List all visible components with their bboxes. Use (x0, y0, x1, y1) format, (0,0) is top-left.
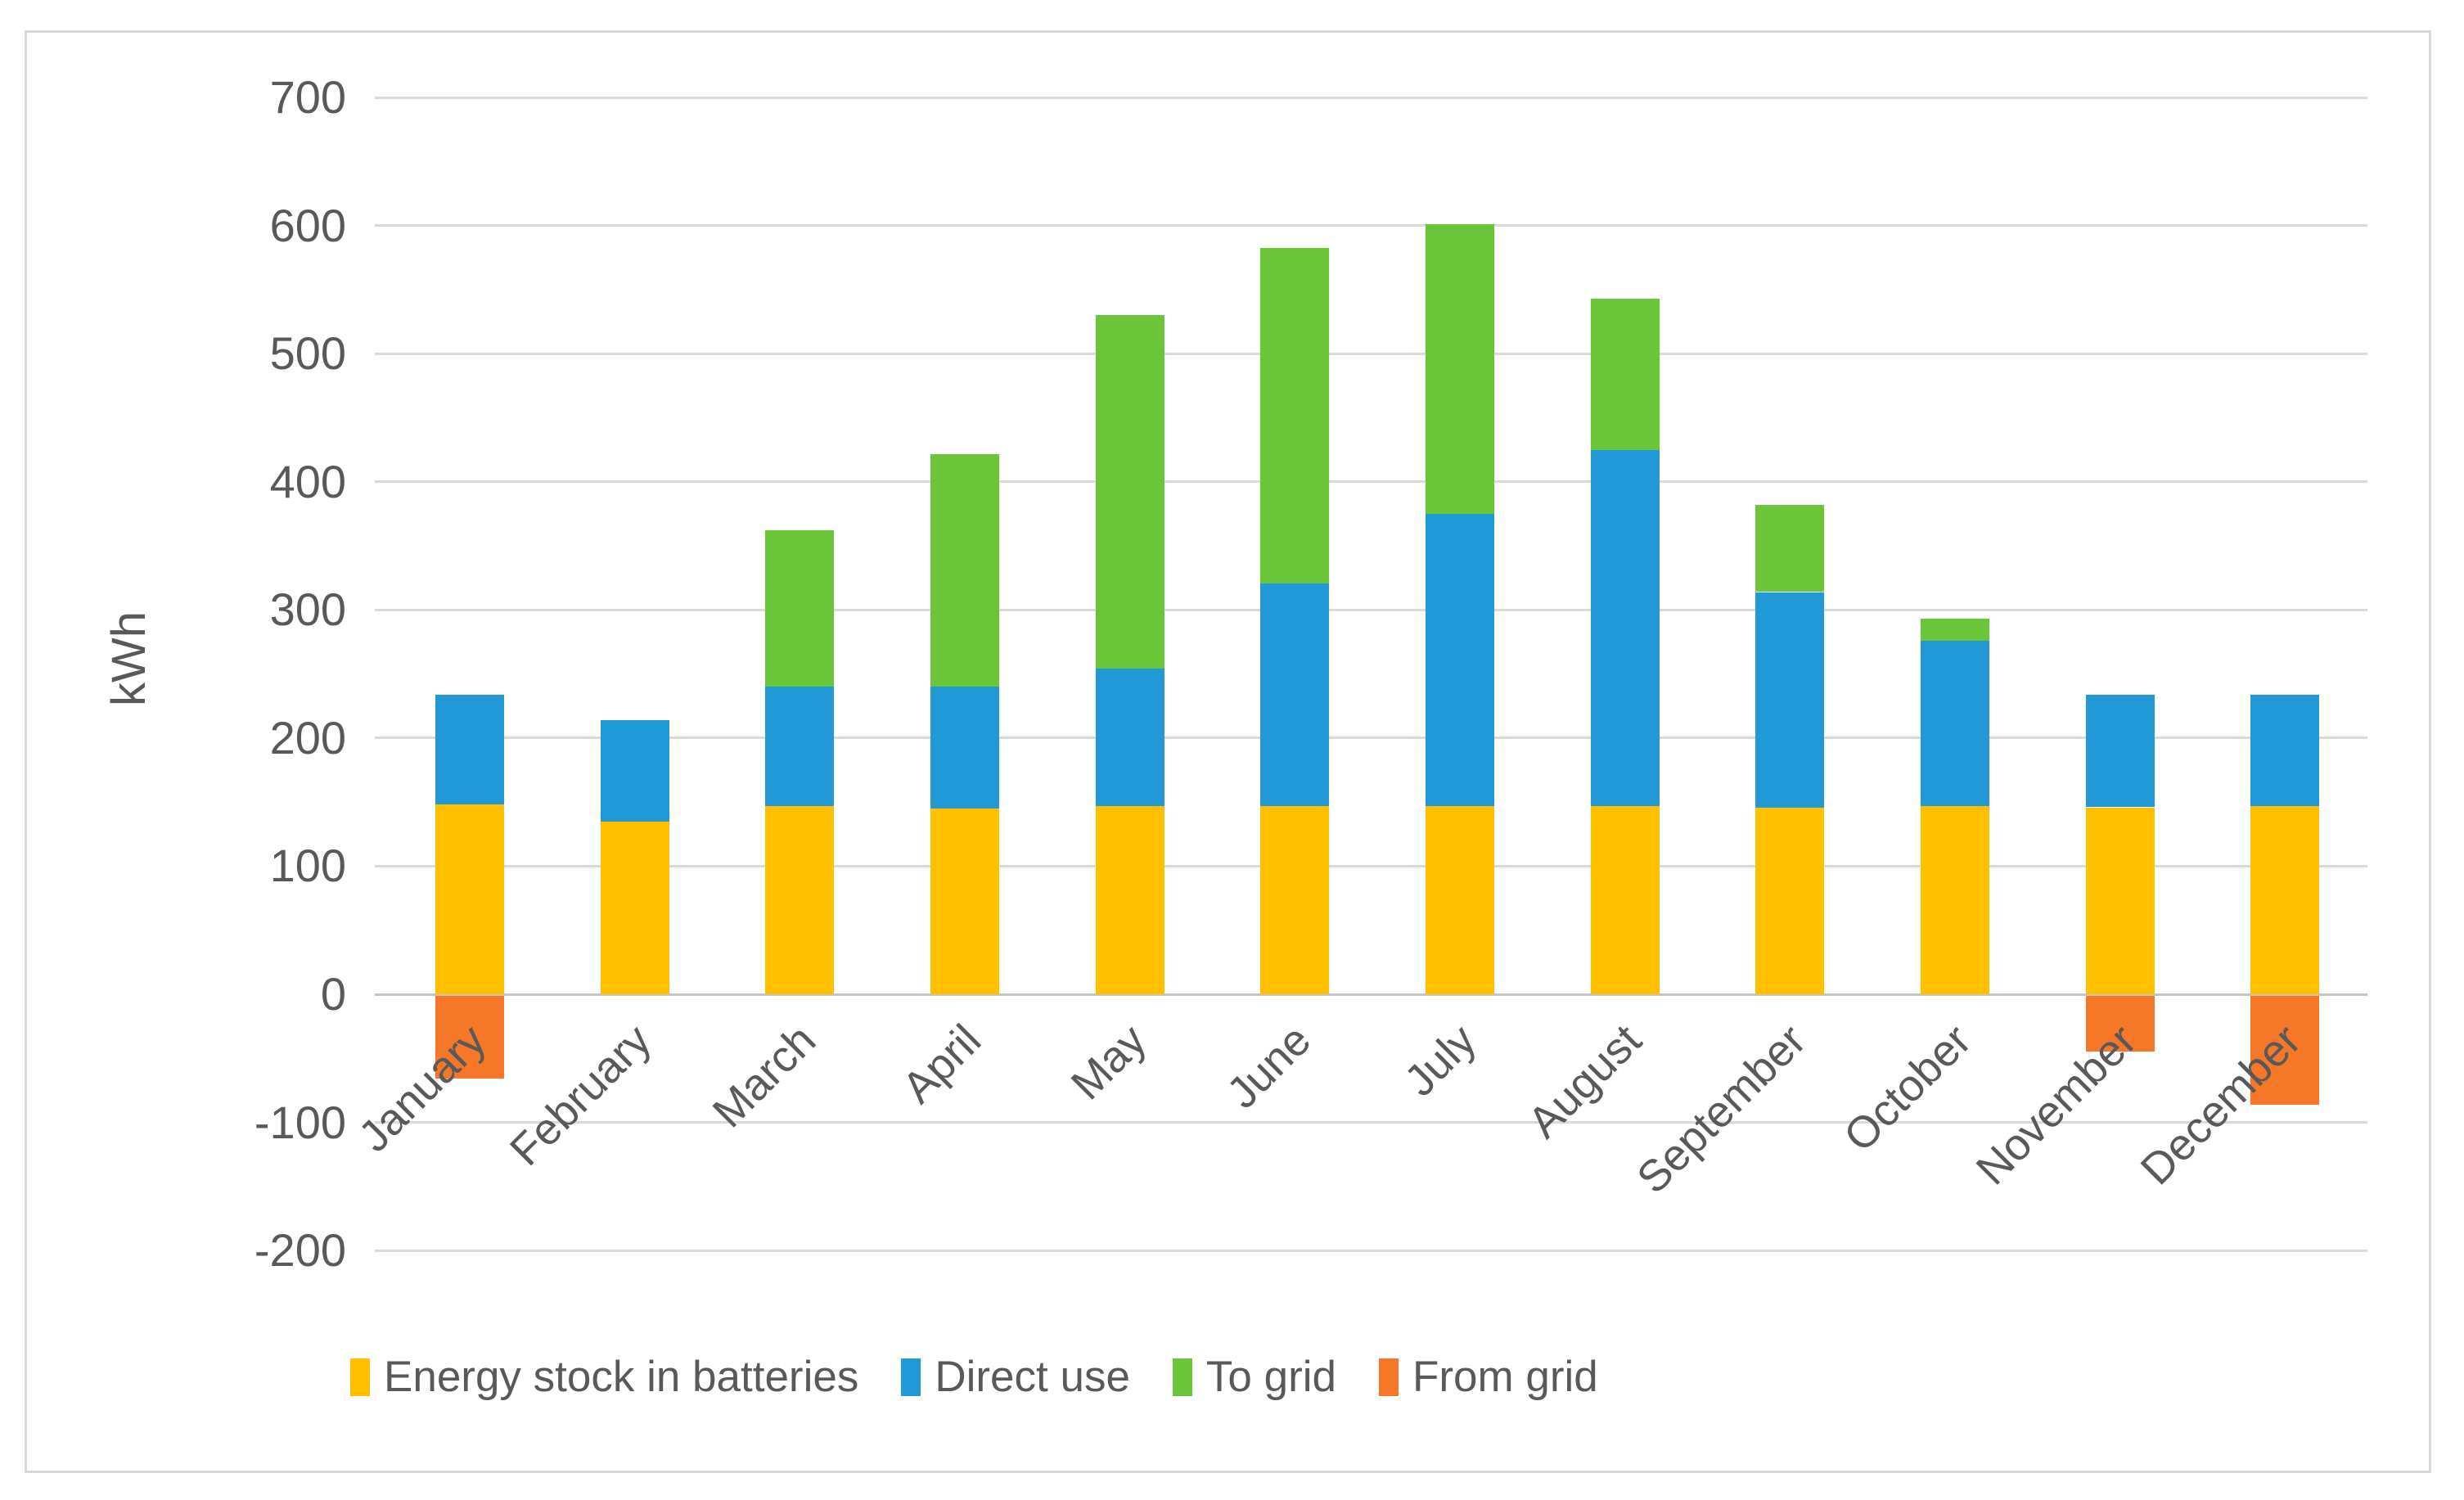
y-tick-label-400: 400 (269, 455, 346, 507)
bar-july-to-grid[interactable] (1426, 224, 1494, 514)
bar-july-direct-use[interactable] (1426, 514, 1494, 806)
y-tick-label-600: 600 (269, 199, 346, 251)
y-tick-label-300: 300 (269, 583, 346, 636)
y-tick-label--100: -100 (254, 1096, 346, 1148)
bar-october-direct-use[interactable] (1921, 641, 1989, 806)
bar-july-energy-stock-in-batteries[interactable] (1426, 805, 1494, 994)
bar-december-direct-use[interactable] (2250, 694, 2319, 806)
gridline-500 (375, 352, 2367, 355)
y-tick-label-100: 100 (269, 840, 346, 892)
bar-october-energy-stock-in-batteries[interactable] (1921, 805, 1989, 994)
bar-march-energy-stock-in-batteries[interactable] (765, 805, 834, 994)
bar-may-energy-stock-in-batteries[interactable] (1096, 805, 1164, 994)
gridline--200 (375, 1249, 2367, 1252)
chart-frame (25, 30, 2431, 1473)
y-tick-label-200: 200 (269, 711, 346, 764)
bar-april-energy-stock-in-batteries[interactable] (930, 809, 999, 994)
legend-item-from-grid[interactable]: From grid (1379, 1352, 1598, 1402)
gridline-600 (375, 224, 2367, 227)
y-tick-label-0: 0 (320, 968, 346, 1020)
y-tick-label-500: 500 (269, 327, 346, 380)
bar-august-direct-use[interactable] (1591, 449, 1660, 806)
bar-september-to-grid[interactable] (1755, 505, 1824, 592)
bar-march-direct-use[interactable] (765, 687, 834, 806)
bar-january-from-grid[interactable] (435, 995, 504, 1079)
legend-marker-direct-use (901, 1358, 921, 1396)
bar-march-to-grid[interactable] (765, 530, 834, 687)
bar-june-energy-stock-in-batteries[interactable] (1260, 805, 1329, 994)
y-tick-label-700: 700 (269, 71, 346, 124)
legend-label-energy-stock-in-batteries: Energy stock in batteries (384, 1353, 859, 1401)
bar-november-from-grid[interactable] (2086, 995, 2155, 1052)
legend-item-energy-stock-in-batteries[interactable]: Energy stock in batteries (350, 1352, 858, 1402)
bar-june-direct-use[interactable] (1260, 583, 1329, 806)
bar-september-direct-use[interactable] (1755, 592, 1824, 808)
bar-april-direct-use[interactable] (930, 687, 999, 809)
bar-november-energy-stock-in-batteries[interactable] (2086, 807, 2155, 994)
bar-september-energy-stock-in-batteries[interactable] (1755, 807, 1824, 994)
bar-december-energy-stock-in-batteries[interactable] (2250, 805, 2319, 994)
y-tick-label--200: -200 (254, 1224, 346, 1277)
bar-august-to-grid[interactable] (1591, 299, 1660, 450)
bar-january-direct-use[interactable] (435, 694, 504, 805)
legend-label-to-grid: To grid (1205, 1353, 1336, 1401)
gridline-300 (375, 608, 2367, 611)
bar-may-direct-use[interactable] (1096, 669, 1164, 806)
gridline--100 (375, 1121, 2367, 1124)
gridline-200 (375, 736, 2367, 740)
bar-february-energy-stock-in-batteries[interactable] (601, 821, 669, 994)
legend: Energy stock in batteries Direct use To gr… (350, 1352, 1598, 1402)
legend-marker-to-grid (1172, 1358, 1192, 1396)
bar-december-from-grid[interactable] (2250, 995, 2319, 1105)
legend-label-from-grid: From grid (1412, 1353, 1598, 1401)
gridline-700 (375, 96, 2367, 99)
gridline-100 (375, 864, 2367, 867)
bar-august-energy-stock-in-batteries[interactable] (1591, 805, 1660, 994)
legend-item-direct-use[interactable]: Direct use (901, 1352, 1130, 1402)
bar-february-direct-use[interactable] (601, 720, 669, 822)
legend-marker-energy-stock-in-batteries (350, 1358, 370, 1396)
bar-november-direct-use[interactable] (2086, 694, 2155, 808)
legend-item-to-grid[interactable]: To grid (1172, 1352, 1336, 1402)
gridline-0 (375, 993, 2367, 996)
legend-marker-from-grid (1379, 1358, 1399, 1396)
bar-april-to-grid[interactable] (930, 453, 999, 687)
bar-june-to-grid[interactable] (1260, 247, 1329, 583)
gridline-400 (375, 480, 2367, 484)
bar-october-to-grid[interactable] (1921, 619, 1989, 641)
legend-label-direct-use: Direct use (935, 1353, 1130, 1401)
bar-january-energy-stock-in-batteries[interactable] (435, 804, 504, 994)
bar-may-to-grid[interactable] (1096, 315, 1164, 669)
